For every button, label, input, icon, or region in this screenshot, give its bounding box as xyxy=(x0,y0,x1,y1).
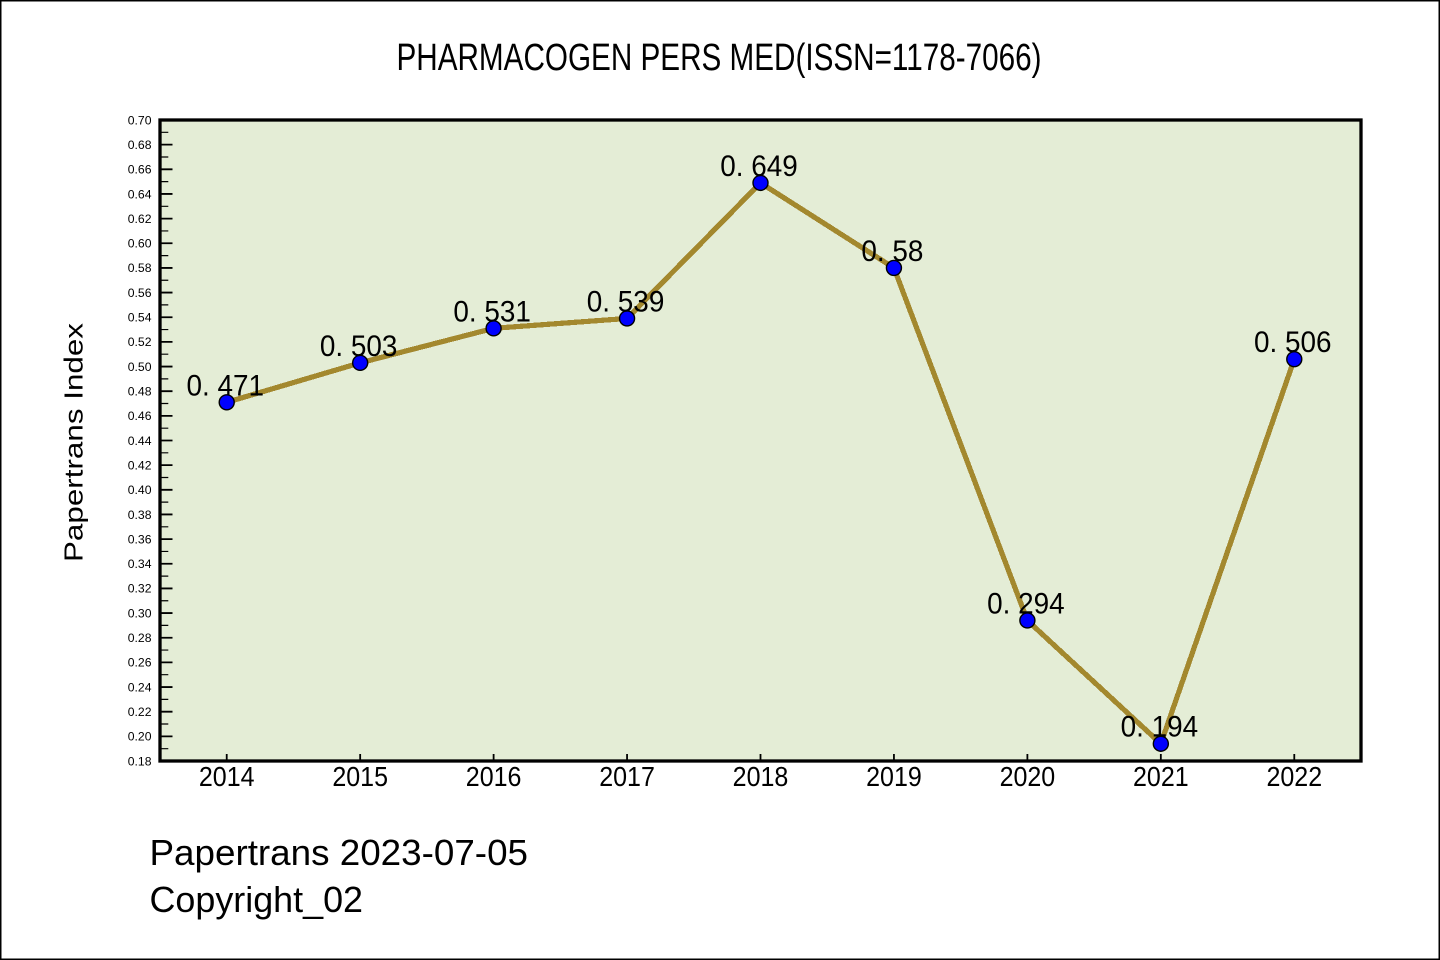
svg-text:0.22: 0.22 xyxy=(128,705,152,719)
svg-text:2018: 2018 xyxy=(733,761,789,792)
svg-text:2016: 2016 xyxy=(466,761,522,792)
svg-text:0.54: 0.54 xyxy=(128,311,152,325)
svg-text:0.48: 0.48 xyxy=(128,384,152,398)
svg-text:2014: 2014 xyxy=(199,761,255,792)
svg-text:0.52: 0.52 xyxy=(128,335,152,349)
svg-text:0.28: 0.28 xyxy=(128,631,152,645)
svg-text:0.58: 0.58 xyxy=(128,261,152,275)
svg-text:Papertrans Index: Papertrans Index xyxy=(59,323,89,562)
svg-text:0.24: 0.24 xyxy=(128,680,152,694)
svg-text:0.40: 0.40 xyxy=(128,483,152,497)
svg-text:2020: 2020 xyxy=(1000,761,1056,792)
svg-text:Copyright_02: Copyright_02 xyxy=(150,879,364,920)
svg-text:0.50: 0.50 xyxy=(128,360,152,374)
svg-text:0.60: 0.60 xyxy=(128,237,152,251)
svg-text:2021: 2021 xyxy=(1133,761,1189,792)
svg-text:0. 503: 0. 503 xyxy=(320,330,398,363)
svg-text:0.20: 0.20 xyxy=(128,730,152,744)
svg-text:0.68: 0.68 xyxy=(128,138,152,152)
svg-text:0. 531: 0. 531 xyxy=(453,295,531,328)
svg-text:0. 294: 0. 294 xyxy=(987,588,1065,621)
svg-text:2019: 2019 xyxy=(866,761,922,792)
svg-text:2017: 2017 xyxy=(599,761,655,792)
svg-text:0. 539: 0. 539 xyxy=(587,286,665,319)
svg-text:0.32: 0.32 xyxy=(128,582,152,596)
svg-text:0.38: 0.38 xyxy=(128,508,152,522)
svg-text:0.42: 0.42 xyxy=(128,458,152,472)
svg-text:2015: 2015 xyxy=(332,761,388,792)
svg-text:0. 58: 0. 58 xyxy=(861,235,923,268)
svg-text:0.64: 0.64 xyxy=(128,187,152,201)
svg-text:0. 471: 0. 471 xyxy=(186,369,264,402)
svg-text:0.36: 0.36 xyxy=(128,532,152,546)
svg-text:0.30: 0.30 xyxy=(128,606,152,620)
svg-text:0.26: 0.26 xyxy=(128,656,152,670)
svg-text:0. 649: 0. 649 xyxy=(720,150,798,183)
svg-text:0. 506: 0. 506 xyxy=(1254,326,1332,359)
svg-text:0.18: 0.18 xyxy=(128,754,152,768)
svg-text:0.44: 0.44 xyxy=(128,434,152,448)
svg-text:0.46: 0.46 xyxy=(128,409,152,423)
svg-text:0.34: 0.34 xyxy=(128,557,152,571)
svg-text:0.70: 0.70 xyxy=(128,113,152,127)
svg-text:Papertrans 2023-07-05: Papertrans 2023-07-05 xyxy=(150,832,529,873)
svg-text:PHARMACOGEN PERS MED(ISSN=1178: PHARMACOGEN PERS MED(ISSN=1178-7066) xyxy=(397,37,1042,79)
svg-text:0.62: 0.62 xyxy=(128,212,152,226)
svg-text:2022: 2022 xyxy=(1266,761,1322,792)
svg-text:0.66: 0.66 xyxy=(128,163,152,177)
svg-text:0. 194: 0. 194 xyxy=(1121,711,1199,744)
svg-text:0.56: 0.56 xyxy=(128,286,152,300)
